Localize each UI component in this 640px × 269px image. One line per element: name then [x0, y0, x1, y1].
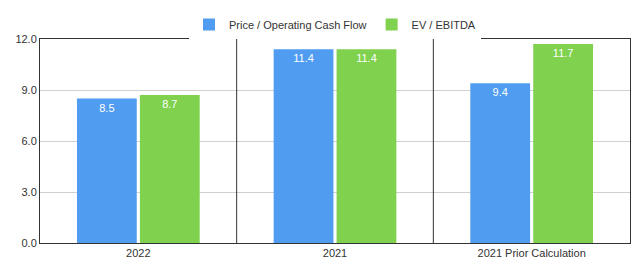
svg-text:EV / EBITDA: EV / EBITDA	[412, 19, 476, 31]
svg-text:8.5: 8.5	[99, 102, 114, 114]
svg-text:11.7: 11.7	[553, 47, 574, 59]
svg-text:11.4: 11.4	[356, 52, 377, 64]
svg-text:9.0: 9.0	[22, 84, 37, 96]
svg-text:Price / Operating Cash Flow: Price / Operating Cash Flow	[229, 19, 367, 31]
svg-text:2022: 2022	[126, 247, 150, 259]
svg-text:12.0: 12.0	[15, 33, 36, 45]
svg-text:6.0: 6.0	[22, 135, 37, 147]
svg-text:11.4: 11.4	[293, 52, 314, 64]
svg-text:0.0: 0.0	[22, 237, 37, 249]
svg-text:9.4: 9.4	[493, 86, 508, 98]
svg-text:2021 Prior Calculation: 2021 Prior Calculation	[478, 247, 586, 259]
svg-text:3.0: 3.0	[22, 186, 37, 198]
svg-text:8.7: 8.7	[162, 98, 177, 110]
svg-text:2021: 2021	[323, 247, 347, 259]
